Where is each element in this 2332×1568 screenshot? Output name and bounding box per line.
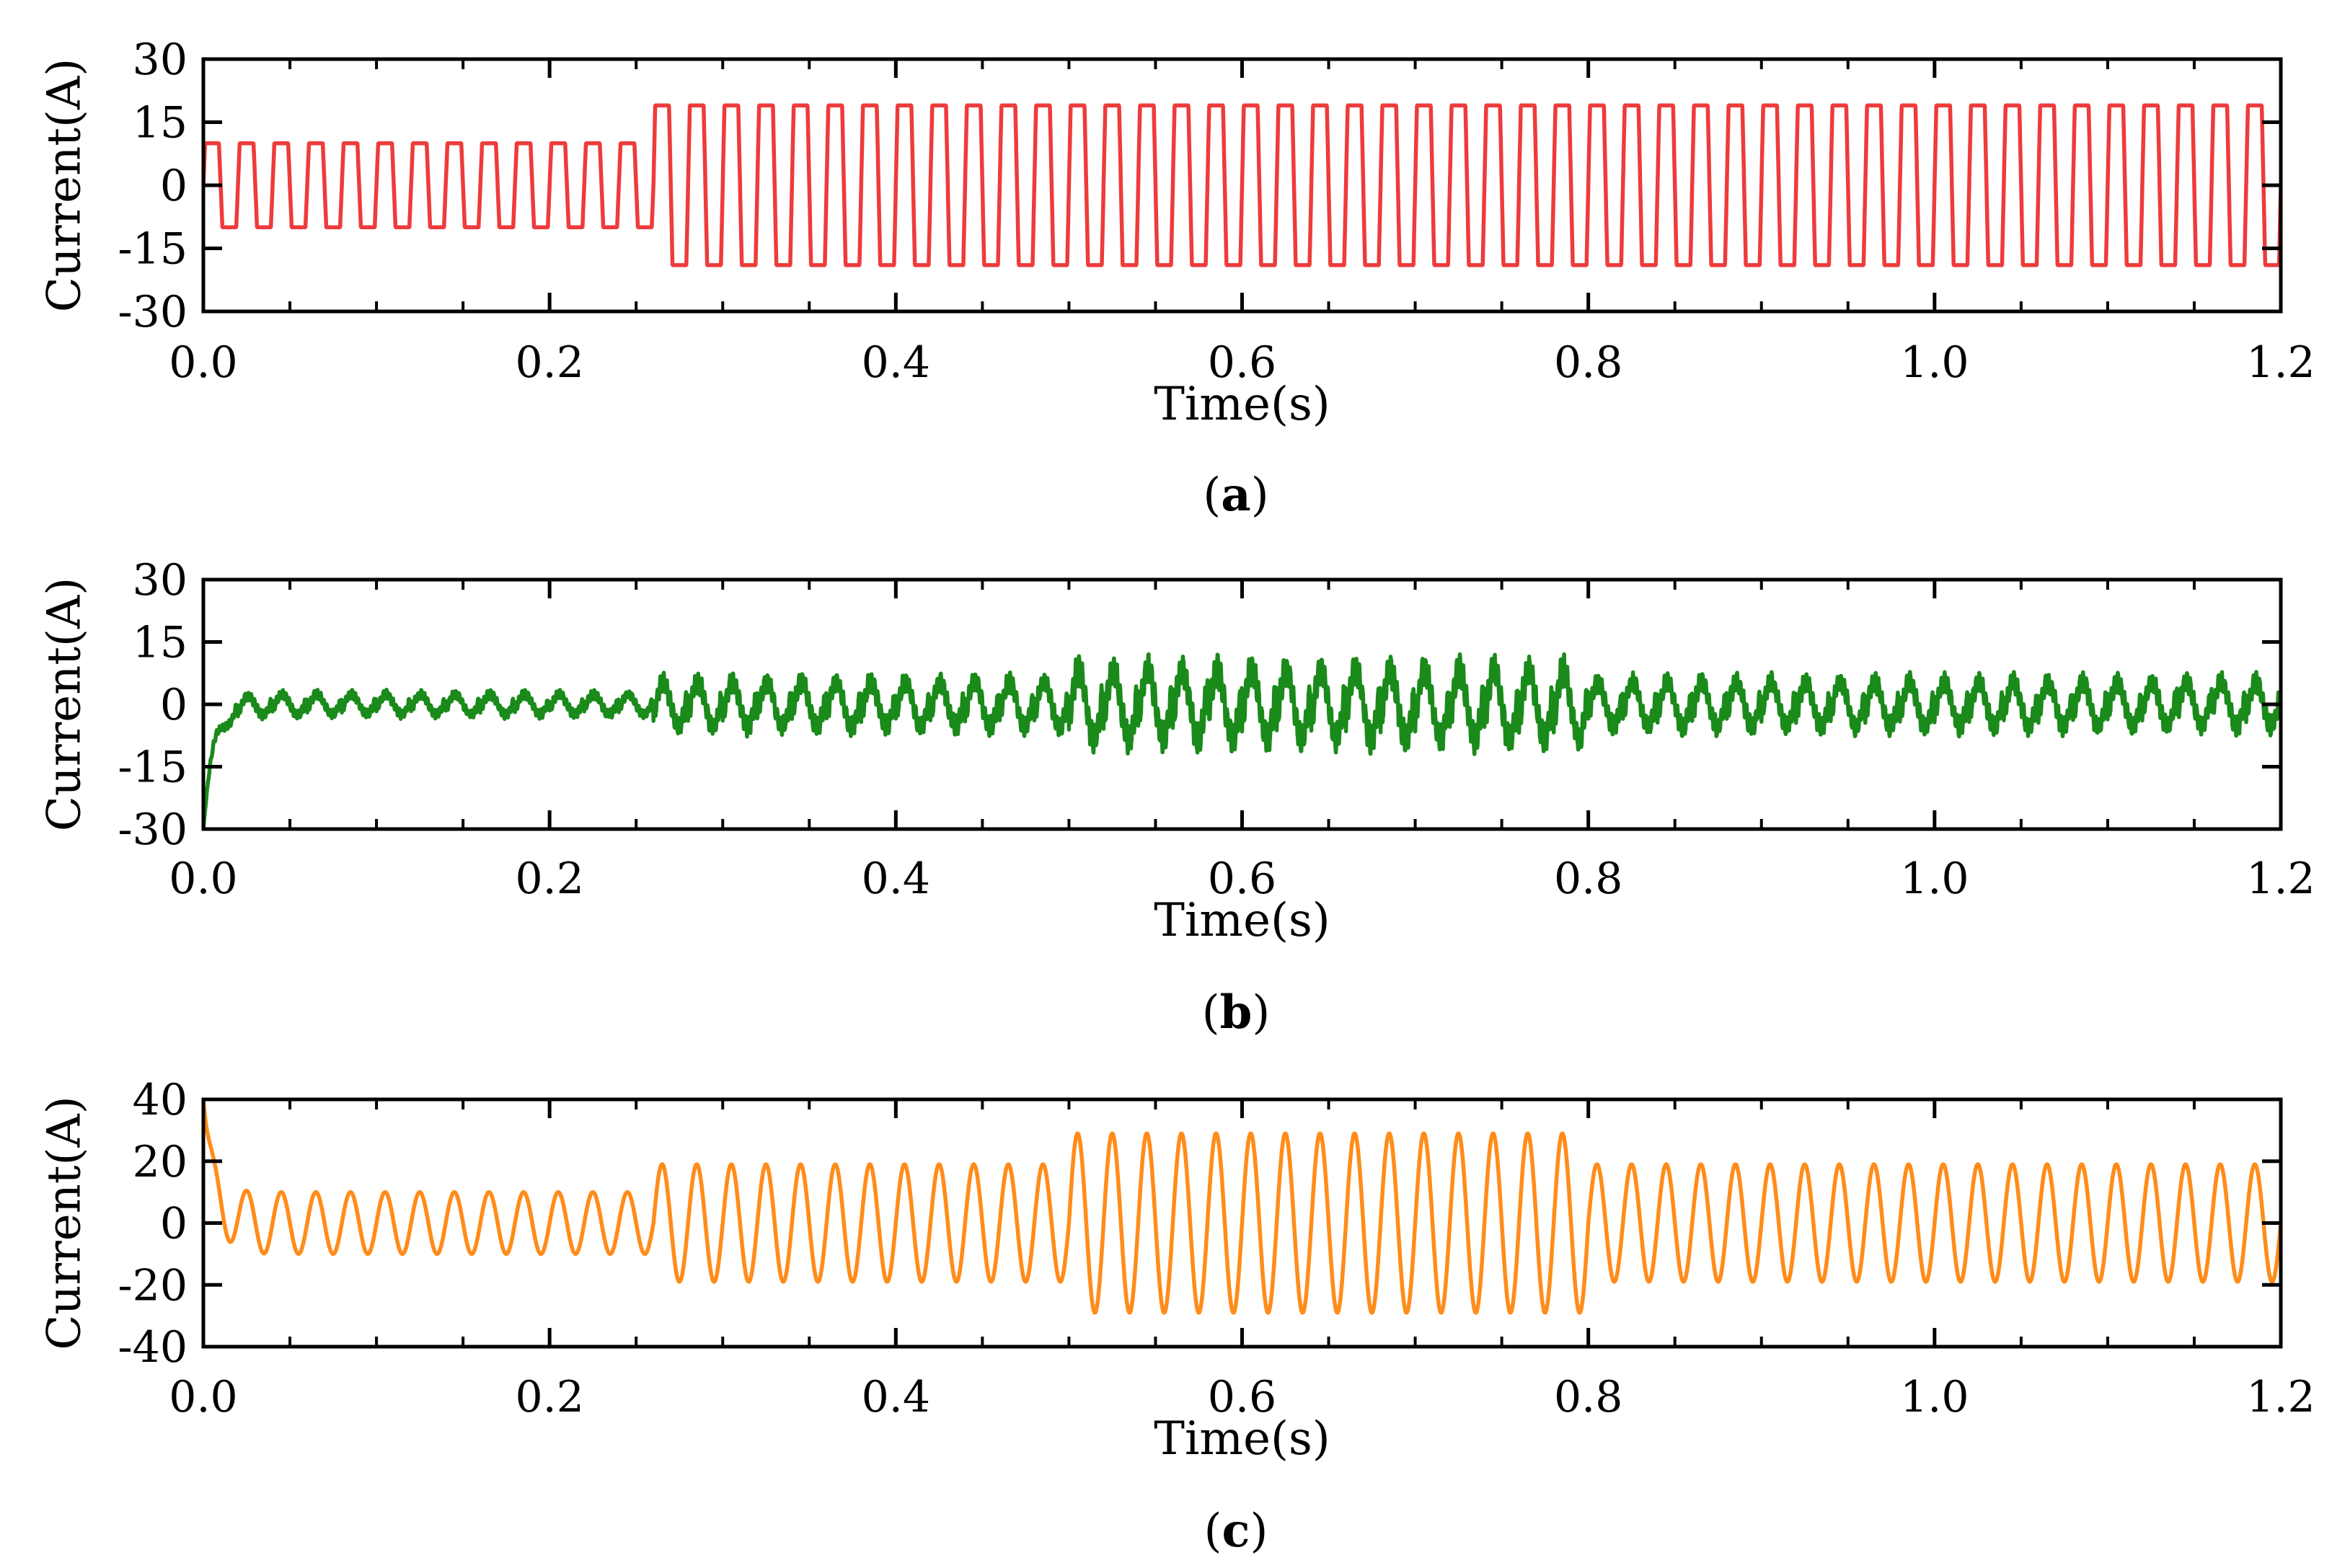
- y-tick-label: -15: [118, 743, 187, 793]
- x-tick-label: 1.0: [1900, 1372, 1969, 1422]
- y-tick-labels: 30 15 0 -15 -30: [118, 35, 187, 337]
- y-tick-label: 0: [160, 680, 187, 730]
- x-tick-label: 0.4: [862, 337, 930, 388]
- x-tick-label: 1.0: [1900, 337, 1969, 388]
- y-tick-label: -40: [118, 1322, 187, 1373]
- x-tick-labels: 0.0 0.2 0.4 0.6 0.8 1.0 1.2: [169, 854, 2315, 904]
- y-tick-label: -30: [118, 287, 187, 337]
- x-tick-label: 0.2: [515, 1372, 583, 1422]
- x-tick-labels: 0.0 0.2 0.4 0.6 0.8 1.0 1.2: [169, 1372, 2315, 1422]
- y-tick-label: 40: [133, 1075, 187, 1125]
- x-tick-label: 0.0: [169, 1372, 237, 1422]
- caption-close: ): [1250, 1505, 1268, 1558]
- y-tick-label: 0: [160, 161, 187, 211]
- y-tick-label: 15: [133, 618, 187, 668]
- x-tick-label: 0.4: [862, 1372, 930, 1422]
- x-axis-label: Time(s): [1154, 894, 1330, 947]
- y-tick-labels: 40 20 0 -20 -40: [118, 1075, 187, 1373]
- x-tick-label: 0.4: [862, 854, 930, 904]
- plot-area: [203, 1099, 2281, 1315]
- panel-caption: (a): [1203, 468, 1268, 522]
- panel-caption: (c): [1204, 1504, 1268, 1558]
- caption-open: (: [1203, 469, 1221, 522]
- series-line-current: [203, 652, 2281, 830]
- panel-c: 40 20 0 -20 -40 0.0 0.2 0.4 0.6 0.8 1.0 1.2 Time(s…: [37, 1075, 2315, 1558]
- x-tick-label: 1.2: [2246, 1372, 2315, 1422]
- y-tick-label: -15: [118, 224, 187, 275]
- x-tick-label: 0.2: [515, 854, 583, 904]
- y-tick-labels: 30 15 0 -15 -30: [118, 555, 187, 855]
- panel-caption: (b): [1202, 985, 1271, 1040]
- y-tick-label: 30: [133, 35, 187, 85]
- panel-b: 30 15 0 -15 -30 0.0 0.2 0.4 0.6 0.8 1.0 1.2 Time(s…: [37, 555, 2315, 1040]
- y-tick-label: 20: [133, 1137, 187, 1187]
- y-axis-label: Current(A): [37, 1096, 91, 1350]
- x-tick-label: 0.0: [169, 854, 237, 904]
- y-tick-label: 0: [160, 1199, 187, 1249]
- x-tick-labels: 0.0 0.2 0.4 0.6 0.8 1.0 1.2: [169, 337, 2315, 388]
- y-tick-label: -20: [118, 1260, 187, 1311]
- plot-area: [203, 103, 2281, 267]
- caption-open: (: [1202, 986, 1220, 1040]
- ticks: [201, 57, 2283, 314]
- caption-open: (: [1204, 1505, 1222, 1558]
- caption-letter: c: [1222, 1504, 1250, 1558]
- caption-close: ): [1251, 469, 1269, 522]
- y-tick-label: 30: [133, 555, 187, 606]
- x-tick-label: 0.6: [1208, 337, 1276, 388]
- ticks: [201, 1097, 2283, 1349]
- ticks: [201, 577, 2283, 831]
- series-line-current: [203, 1099, 2281, 1315]
- x-tick-label: 1.2: [2246, 337, 2315, 388]
- caption-close: ): [1252, 986, 1270, 1040]
- x-tick-label: 0.0: [169, 337, 237, 388]
- series-line-current: [203, 103, 2281, 267]
- x-tick-label: 0.2: [515, 337, 583, 388]
- y-tick-label: 15: [133, 98, 187, 149]
- y-axis-label: Current(A): [37, 577, 91, 831]
- x-tick-label: 1.2: [2246, 854, 2315, 904]
- x-tick-label: 0.8: [1554, 854, 1622, 904]
- y-axis-label: Current(A): [37, 58, 91, 312]
- x-tick-label: 0.6: [1208, 1372, 1276, 1422]
- caption-letter: a: [1221, 468, 1250, 522]
- x-tick-label: 0.8: [1554, 1372, 1622, 1422]
- panel-a: 30 15 0 -15 -30 0.0 0.2 0.4 0.6 0.8 1.0 1.2 Time(s…: [37, 35, 2315, 522]
- y-tick-label: -30: [118, 805, 187, 855]
- x-tick-label: 0.6: [1208, 854, 1276, 904]
- x-tick-label: 0.8: [1554, 337, 1622, 388]
- x-axis-label: Time(s): [1154, 378, 1330, 431]
- x-tick-label: 1.0: [1900, 854, 1969, 904]
- plot-area: [203, 652, 2281, 830]
- caption-letter: b: [1220, 985, 1253, 1040]
- x-axis-label: Time(s): [1154, 1412, 1330, 1466]
